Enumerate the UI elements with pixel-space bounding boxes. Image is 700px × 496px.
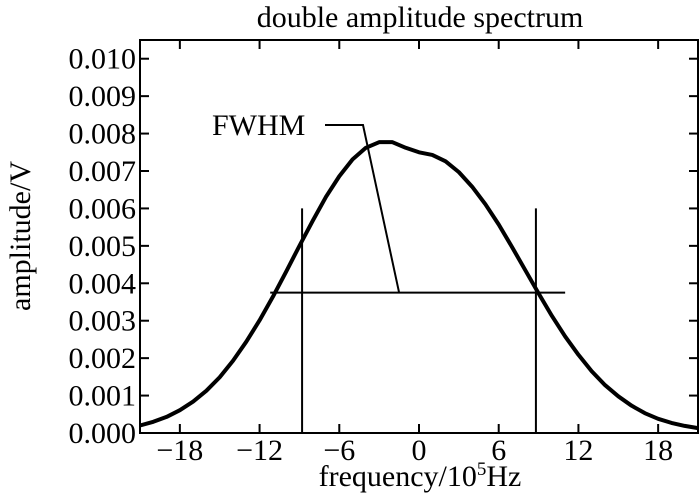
x-tick-label: −12	[236, 434, 283, 467]
y-axis-label: amplitude/V	[4, 161, 37, 311]
axis-ticks	[140, 40, 698, 434]
fwhm-annotation	[270, 124, 566, 433]
x-tick-label: 6	[491, 434, 506, 467]
x-tick-label: 18	[643, 434, 673, 467]
y-tick-label: 0.002	[69, 342, 137, 375]
y-tick-label: 0.006	[69, 192, 137, 225]
x-tick-label: −6	[323, 434, 355, 467]
y-tick-labels: 0.000 0.001 0.002 0.003 0.004 0.005 0.006 0.007…	[69, 43, 137, 450]
y-tick-label: 0.009	[69, 80, 137, 113]
y-tick-label: 0.000	[69, 417, 137, 450]
series-line	[139, 140, 699, 431]
y-tick-label: 0.010	[69, 43, 137, 76]
x-tick-labels: −18 −12 −6 0 6 12 18	[156, 434, 673, 467]
y-tick-label: 0.007	[69, 155, 137, 188]
plot-area	[139, 39, 699, 434]
y-tick-label: 0.001	[69, 380, 137, 413]
x-axis-label: frequency/105Hz	[319, 459, 522, 493]
x-axis-label-sup: 5	[477, 459, 487, 480]
y-tick-label: 0.004	[69, 267, 137, 300]
y-tick-label: 0.003	[69, 305, 137, 338]
fwhm-label: FWHM	[212, 109, 305, 142]
y-tick-label: 0.008	[69, 118, 137, 151]
chart-title: double amplitude spectrum	[257, 1, 584, 34]
x-axis-label-main: frequency/10	[319, 460, 477, 493]
x-tick-label: 12	[563, 434, 593, 467]
x-axis-label-tail: Hz	[486, 460, 521, 493]
x-tick-label: 0	[412, 434, 427, 467]
y-tick-label: 0.005	[69, 230, 137, 263]
x-tick-label: −18	[156, 434, 203, 467]
fwhm-leader-line	[325, 124, 401, 293]
